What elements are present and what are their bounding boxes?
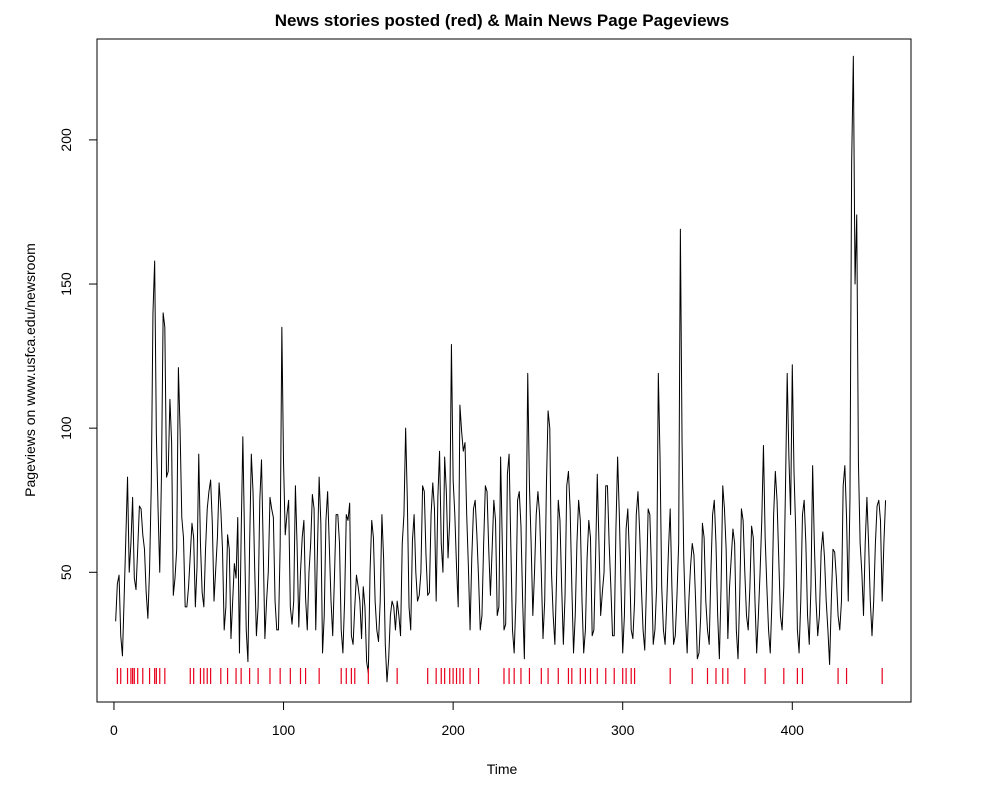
x-tick-label: 300 (611, 722, 635, 738)
y-tick-label: 100 (58, 416, 74, 440)
series-line (115, 55, 887, 683)
x-axis-label: Time (487, 761, 518, 777)
chart-title: News stories posted (red) & Main News Pa… (275, 11, 729, 30)
x-tick-label: 400 (781, 722, 805, 738)
x-tick-label: 0 (110, 722, 118, 738)
y-axis: 50 100 150 200 (58, 128, 98, 580)
y-tick-label: 150 (58, 272, 74, 296)
plot-area (115, 55, 887, 683)
x-tick-label: 200 (441, 722, 465, 738)
x-axis: 0 100 200 300 400 (110, 701, 805, 738)
y-axis-label: Pageviews on www.usfca.edu/newsroom (22, 243, 38, 497)
y-tick-label: 200 (58, 128, 74, 152)
story-marks (116, 668, 883, 684)
y-tick-label: 50 (58, 564, 74, 580)
x-tick-label: 100 (272, 722, 296, 738)
